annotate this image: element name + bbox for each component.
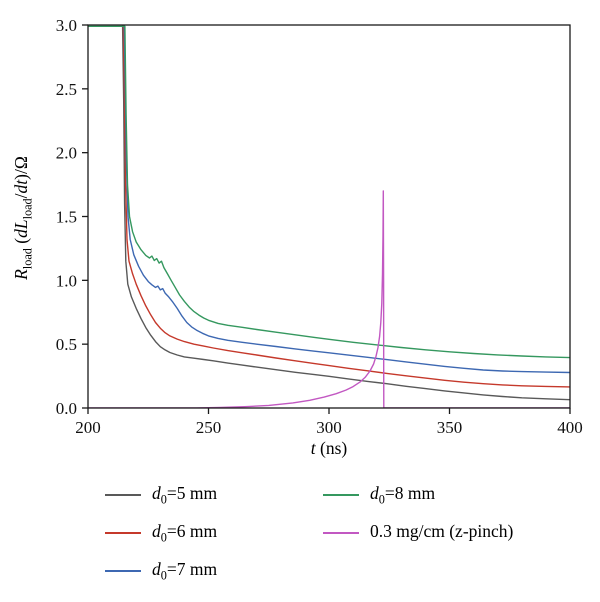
legend-item-label: d0=7 mm (152, 558, 218, 583)
legend-item-d0-7mm: d0=7 mm (105, 558, 323, 583)
x-tick-label: 250 (196, 418, 222, 437)
legend-item-label: d0=8 mm (370, 482, 436, 507)
x-tick-label: 200 (75, 418, 101, 437)
series-line-d0-7mm (123, 25, 570, 374)
y-tick-label: 2.0 (56, 144, 77, 163)
series-line-z-pinch (88, 190, 570, 408)
legend-line-sample (323, 494, 359, 496)
y-tick-label: 2.5 (56, 80, 77, 99)
legend-item-d0-8mm: d0=8 mm (323, 482, 513, 507)
series-line-d0-8mm (88, 25, 570, 359)
y-label-var: R (11, 269, 31, 280)
y-tick-label: 1.5 (56, 208, 77, 227)
y-tick-label: 1.0 (56, 271, 77, 290)
legend-item-d0-5mm: d0=5 mm (105, 482, 323, 507)
legend-line-sample (105, 494, 141, 496)
y-tick-label: 0.5 (56, 335, 77, 354)
plot-frame (87, 24, 571, 409)
legend: d0=5 mm d0=6 mm d0=7 mm d0=8 mm 0.3 mg/c… (105, 482, 514, 583)
legend-item-z-pinch: 0.3 mg/cm (z-pinch) (323, 520, 514, 544)
legend-item-label: d0=6 mm (152, 520, 218, 545)
x-axis-label: t (ns) (310, 438, 348, 458)
legend-item-label: 0.3 mg/cm (z-pinch) (370, 520, 514, 541)
y-tick-label: 0.0 (56, 399, 77, 418)
x-tick-label: 350 (437, 418, 463, 437)
chart-plot: 200 250 300 350 400 0.0 0.5 1.0 1.5 2.0 2.5 3.0 (56, 16, 583, 437)
legend-line-sample (323, 532, 359, 534)
y-axis-label: Rload (dLload/dt)/Ω (11, 156, 35, 280)
legend-line-sample (105, 570, 141, 572)
legend-item-label: d0=5 mm (152, 482, 218, 507)
legend-item-d0-6mm: d0=6 mm (105, 520, 323, 545)
x-label-var: t (310, 438, 316, 458)
y-tick-label: 3.0 (56, 16, 77, 35)
x-tick-label: 300 (316, 418, 342, 437)
y-label-sub: load (20, 248, 35, 270)
series-line-d0-5mm (121, 25, 570, 401)
legend-line-sample (105, 532, 141, 534)
x-tick-label: 400 (557, 418, 583, 437)
series-line-d0-6mm (122, 25, 570, 388)
